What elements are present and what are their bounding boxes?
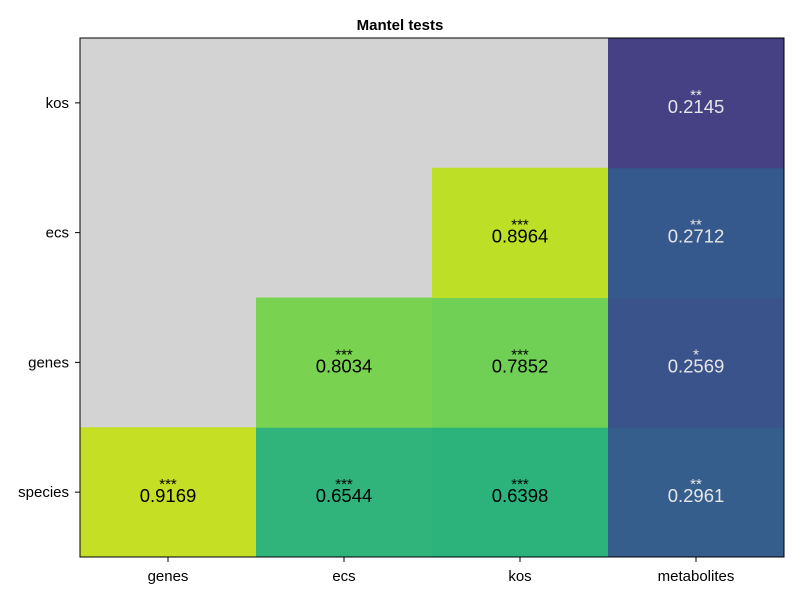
significance-label: *** bbox=[335, 476, 353, 493]
value-label: 0.2961 bbox=[668, 485, 725, 506]
heatmap-cell-ecs-metabolites bbox=[608, 167, 785, 298]
heatmap-cell-species-metabolites bbox=[608, 427, 785, 558]
significance-label: ** bbox=[690, 217, 702, 234]
x-tick-label: metabolites bbox=[658, 568, 735, 585]
heatmap-cell-kos-metabolites bbox=[608, 38, 785, 169]
significance-label: *** bbox=[159, 476, 177, 493]
cell-labels-layer: ***0.9169***0.6544***0.6398**0.2961***0.… bbox=[140, 87, 725, 506]
value-label: 0.6544 bbox=[316, 485, 373, 506]
significance-label: *** bbox=[335, 346, 353, 363]
significance-label: ** bbox=[690, 87, 702, 104]
significance-label: ** bbox=[690, 476, 702, 493]
value-label: 0.2569 bbox=[668, 355, 725, 376]
value-label: 0.9169 bbox=[140, 485, 197, 506]
significance-label: *** bbox=[511, 346, 529, 363]
value-label: 0.2712 bbox=[668, 226, 725, 247]
value-label: 0.7852 bbox=[492, 355, 549, 376]
heatmap-cell-genes-metabolites bbox=[608, 297, 785, 428]
x-tick-label: genes bbox=[148, 568, 189, 585]
chart-title: Mantel tests bbox=[356, 17, 444, 34]
plot-frame bbox=[79, 37, 785, 558]
heatmap-cell-genes-ecs bbox=[256, 297, 433, 428]
heatmap-cell-species-genes bbox=[80, 427, 257, 558]
significance-label: * bbox=[693, 346, 699, 363]
significance-label: *** bbox=[511, 217, 529, 234]
value-label: 0.8034 bbox=[316, 355, 373, 376]
x-tick-label: ecs bbox=[332, 568, 355, 585]
heatmap-cell-ecs-kos bbox=[432, 167, 609, 298]
value-label: 0.8964 bbox=[492, 226, 549, 247]
y-tick-label: kos bbox=[46, 95, 69, 112]
value-label: 0.6398 bbox=[492, 485, 549, 506]
y-tick-label: species bbox=[18, 484, 69, 501]
value-label: 0.2145 bbox=[668, 96, 725, 117]
significance-label: *** bbox=[511, 476, 529, 493]
y-tick-label: ecs bbox=[46, 225, 69, 242]
x-tick-label: kos bbox=[508, 568, 531, 585]
y-tick-label: genes bbox=[28, 354, 69, 371]
heatmap-cell-species-ecs bbox=[256, 427, 433, 558]
cells-layer bbox=[80, 38, 785, 558]
axis-ticks-layer: species genes ecs kos genes ecs kos metabolites bbox=[18, 95, 734, 585]
heatmap-cell-genes-kos bbox=[432, 297, 609, 428]
heatmap-cell-species-kos bbox=[432, 427, 609, 558]
